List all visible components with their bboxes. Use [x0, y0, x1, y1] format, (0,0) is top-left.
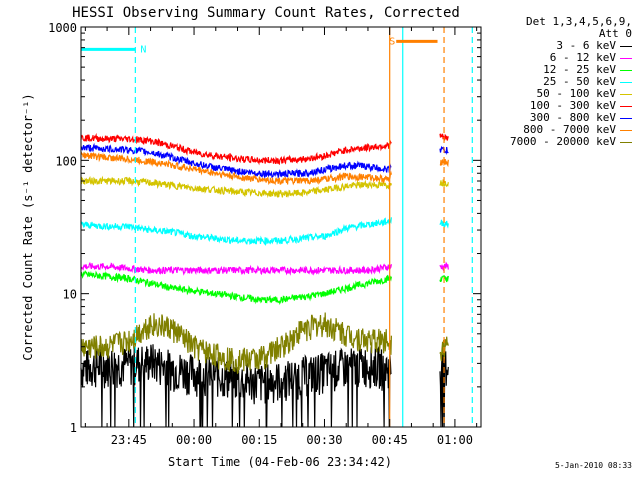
- y-tick-label: 1000: [48, 21, 77, 35]
- x-tick-label: 00:15: [241, 433, 277, 447]
- legend-label: 25 - 50 keV: [543, 75, 616, 88]
- series-800-7000-kev: [80, 151, 449, 186]
- legend-entry: 50 - 100 keV: [482, 88, 632, 100]
- legend-swatch: [620, 57, 632, 59]
- legend-label: 300 - 800 keV: [529, 111, 616, 124]
- legend-label: 800 - 7000 keV: [523, 123, 616, 136]
- legend-swatch: [620, 129, 632, 131]
- x-tick-label: 00:00: [176, 433, 212, 447]
- y-tick-label: 1: [70, 421, 77, 435]
- y-tick-label: 100: [55, 154, 77, 168]
- y-tick-label: 10: [63, 288, 77, 302]
- legend-swatch: [620, 81, 632, 83]
- chart-title: HESSI Observing Summary Count Rates, Cor…: [72, 5, 460, 21]
- legend-entry: 300 - 800 keV: [482, 112, 632, 124]
- y-axis-label: Corrected Count Rate (s⁻¹ detector⁻¹): [21, 93, 35, 360]
- legend-swatch: [620, 93, 632, 95]
- series-25-50-kev: [80, 217, 449, 247]
- x-tick-label: 00:30: [306, 433, 342, 447]
- x-axis: 23:45 00:00 00:15 00:30 00:45 01:00: [84, 27, 478, 447]
- x-tick-label: 23:45: [111, 433, 147, 447]
- timestamp: 5-Jan-2010 08:33: [554, 461, 632, 470]
- flag-label-n: N: [140, 44, 146, 55]
- plot-area: NS: [80, 27, 473, 428]
- legend-entry: 25 - 50 keV: [482, 76, 632, 88]
- legend-label: 6 - 12 keV: [549, 51, 616, 64]
- legend-entry: 6 - 12 keV: [482, 52, 632, 64]
- legend-entry: 100 - 300 keV: [482, 100, 632, 112]
- legend-swatch: [620, 105, 632, 107]
- legend-title-line-1: Det 1,3,4,5,6,9,: [526, 15, 632, 28]
- legend-entry: 12 - 25 keV: [482, 64, 632, 76]
- legend-swatch: [620, 69, 632, 71]
- legend-entry: 3 - 6 keV: [482, 40, 632, 52]
- series-line: [80, 261, 449, 276]
- legend-label: 100 - 300 keV: [529, 99, 616, 112]
- series-12-25-kev: [80, 270, 449, 305]
- legend-label: 7000 - 20000 keV: [510, 135, 616, 148]
- x-tick-label: 00:45: [372, 433, 408, 447]
- series-6-12-kev: [80, 261, 449, 276]
- flag-label-s: S: [389, 36, 395, 47]
- series-50-100-kev: [80, 175, 449, 199]
- legend-swatch: [620, 141, 632, 143]
- series-line: [80, 175, 449, 199]
- legend-label: 12 - 25 keV: [543, 63, 616, 76]
- legend-swatch: [620, 117, 632, 119]
- legend-label: 3 - 6 keV: [556, 39, 616, 52]
- series-line: [80, 151, 449, 186]
- x-axis-label: Start Time (04-Feb-06 23:34:42): [168, 455, 392, 469]
- legend-entry: 800 - 7000 keV: [482, 124, 632, 136]
- legend-swatch: [620, 45, 632, 47]
- y-axis: 1 10 100 1000: [48, 21, 481, 435]
- legend-title-line-2: Att 0: [598, 27, 632, 40]
- legend-label: 50 - 100 keV: [536, 87, 616, 100]
- x-tick-label: 01:00: [437, 433, 473, 447]
- series-line: [80, 270, 449, 305]
- chart-legend: Det 1,3,4,5,6,9, Att 0 3 - 6 keV 6 - 12 k…: [482, 16, 632, 148]
- series-line: [80, 217, 449, 247]
- legend-entry: 7000 - 20000 keV: [482, 136, 632, 148]
